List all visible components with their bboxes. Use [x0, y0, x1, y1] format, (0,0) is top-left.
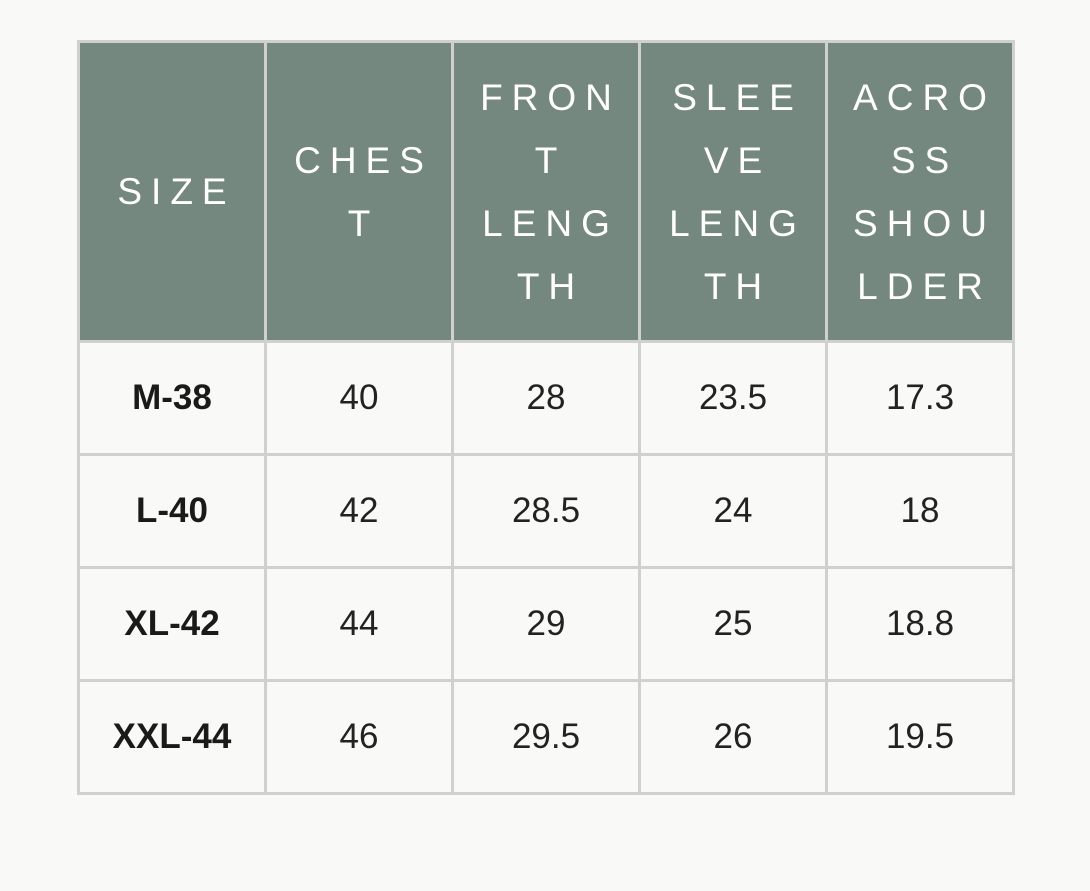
header-across-shoulder: ACRO SS SHOU LDER — [825, 40, 1015, 343]
size-cell: L-40 — [77, 453, 267, 569]
sleeve-length-cell: 24 — [638, 453, 828, 569]
header-line: SS — [890, 139, 959, 181]
header-line: VE — [703, 139, 772, 181]
header-line: LDER — [857, 265, 992, 307]
sleeve-length-cell: 26 — [638, 679, 828, 795]
front-length-cell: 28.5 — [451, 453, 641, 569]
size-cell: M-38 — [77, 340, 267, 456]
header-line: TH — [516, 265, 585, 307]
header-chest: CHES T — [264, 40, 454, 343]
across-shoulder-cell: 18 — [825, 453, 1015, 569]
header-line: LENG — [669, 202, 806, 244]
chest-cell: 42 — [264, 453, 454, 569]
sleeve-length-cell: 25 — [638, 566, 828, 682]
chest-cell: 44 — [264, 566, 454, 682]
header-line: T — [347, 202, 380, 244]
header-line: SHOU — [853, 202, 996, 244]
header-line: FRON — [480, 76, 621, 118]
front-length-cell: 28 — [451, 340, 641, 456]
across-shoulder-cell: 18.8 — [825, 566, 1015, 682]
header-line: SIZE — [117, 171, 236, 212]
header-line: TH — [703, 265, 772, 307]
size-chart-table: SIZE CHES T FRON T LENG TH SLEE VE LENG … — [77, 40, 1015, 795]
header-sleeve-length: SLEE VE LENG TH — [638, 40, 828, 343]
across-shoulder-cell: 17.3 — [825, 340, 1015, 456]
front-length-cell: 29.5 — [451, 679, 641, 795]
size-cell: XXL-44 — [77, 679, 267, 795]
chest-cell: 46 — [264, 679, 454, 795]
size-cell: XL-42 — [77, 566, 267, 682]
chest-cell: 40 — [264, 340, 454, 456]
header-line: CHES — [294, 139, 433, 181]
header-size: SIZE — [77, 40, 267, 343]
header-line: T — [534, 139, 567, 181]
table-row: L-40 42 28.5 24 18 — [77, 453, 1015, 569]
sleeve-length-cell: 23.5 — [638, 340, 828, 456]
table-row: XL-42 44 29 25 18.8 — [77, 566, 1015, 682]
table-row: XXL-44 46 29.5 26 19.5 — [77, 679, 1015, 795]
table-row: M-38 40 28 23.5 17.3 — [77, 340, 1015, 456]
header-row: SIZE CHES T FRON T LENG TH SLEE VE LENG … — [77, 40, 1015, 343]
front-length-cell: 29 — [451, 566, 641, 682]
header-line: LENG — [482, 202, 619, 244]
across-shoulder-cell: 19.5 — [825, 679, 1015, 795]
header-line: SLEE — [672, 76, 803, 118]
header-front-length: FRON T LENG TH — [451, 40, 641, 343]
header-line: ACRO — [853, 76, 996, 118]
